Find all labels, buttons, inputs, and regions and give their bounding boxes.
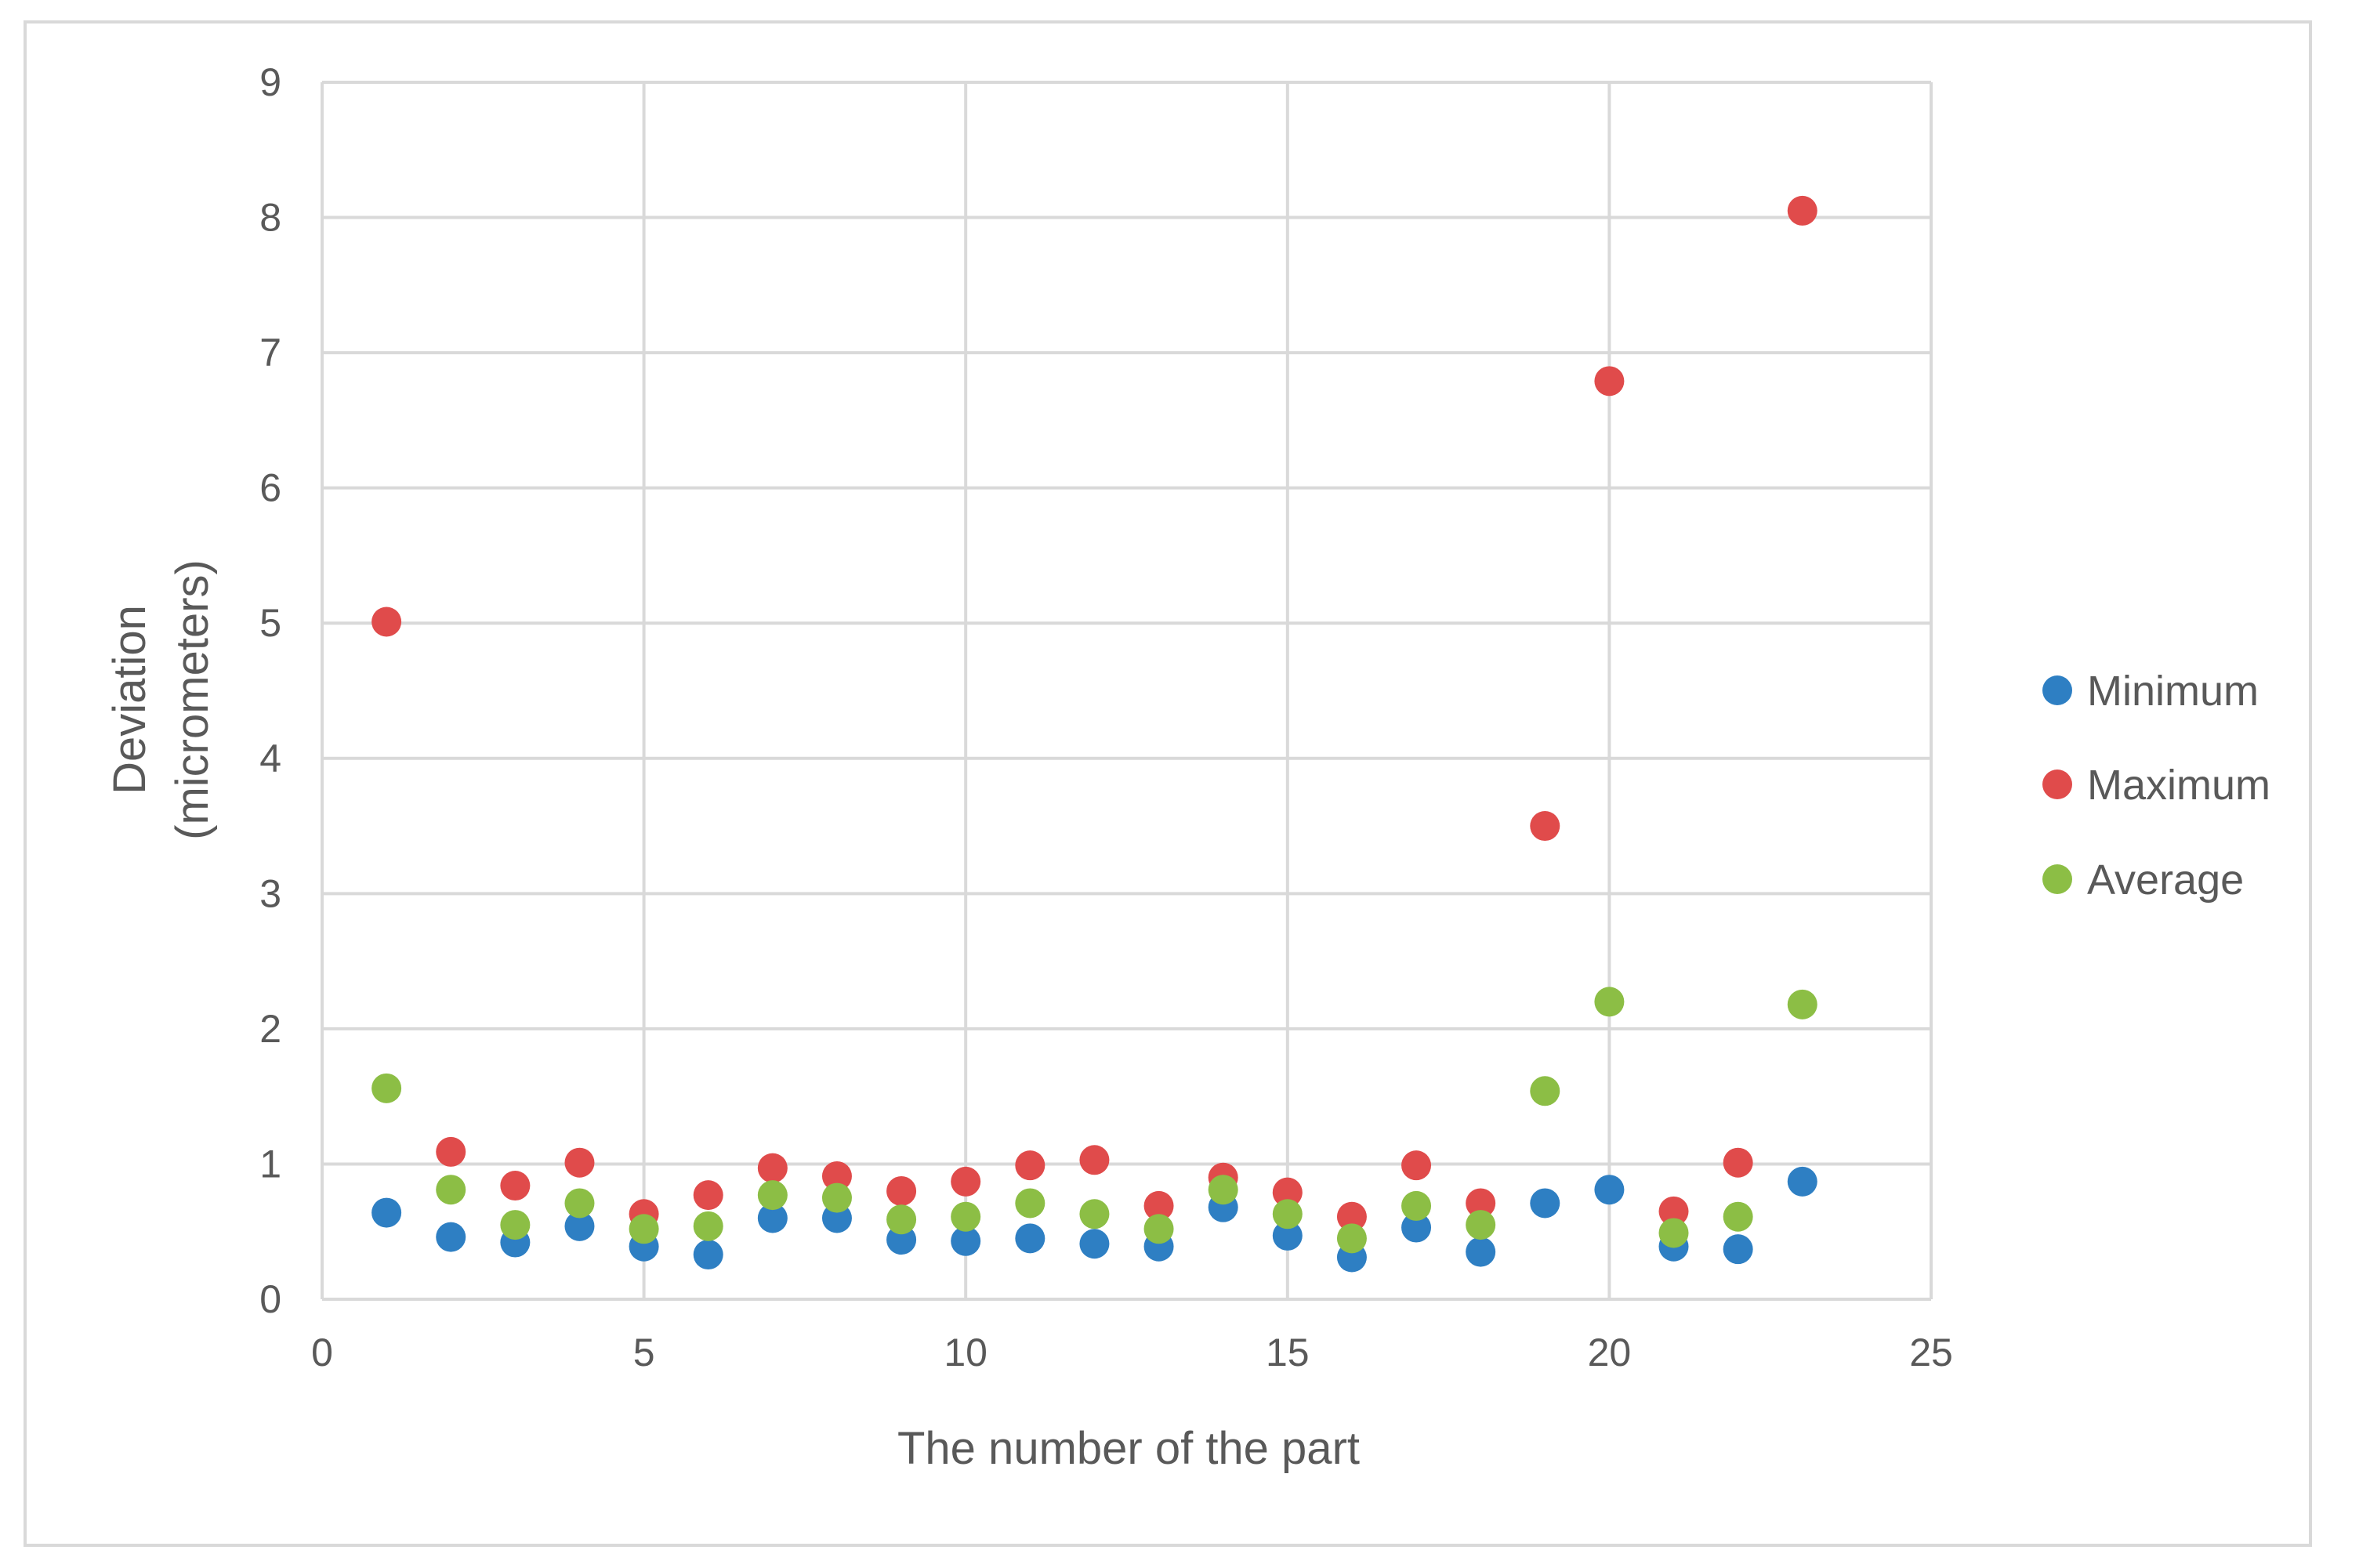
- point-minimum: [1272, 1220, 1303, 1251]
- y-tick-label: 2: [259, 1007, 281, 1051]
- point-maximum: [1594, 366, 1625, 397]
- point-minimum: [1015, 1223, 1045, 1254]
- point-maximum: [1723, 1147, 1753, 1178]
- point-maximum: [371, 607, 402, 637]
- point-minimum: [1079, 1229, 1110, 1259]
- y-tick-label: 1: [259, 1142, 281, 1186]
- y-tick-label: 8: [259, 196, 281, 240]
- point-minimum: [1723, 1234, 1753, 1265]
- legend-marker-minimum: [2042, 675, 2072, 705]
- y-axis-title-line-1: Deviation: [104, 605, 155, 795]
- point-average: [1079, 1199, 1110, 1229]
- point-maximum: [1015, 1150, 1045, 1181]
- legend-item-maximum: Maximum: [2042, 762, 2270, 809]
- point-average: [1723, 1201, 1753, 1232]
- point-maximum: [1336, 1201, 1367, 1232]
- legend-label-average: Average: [2087, 856, 2244, 904]
- point-maximum: [1466, 1188, 1496, 1219]
- point-maximum: [1401, 1150, 1432, 1181]
- point-minimum: [1466, 1237, 1496, 1267]
- point-average: [1594, 987, 1625, 1017]
- legend-marker-maximum: [2042, 770, 2072, 799]
- point-average: [371, 1073, 402, 1103]
- point-average: [821, 1182, 852, 1213]
- point-average: [1401, 1190, 1432, 1221]
- point-average: [1466, 1210, 1496, 1240]
- point-maximum: [951, 1166, 981, 1197]
- point-minimum: [564, 1211, 595, 1241]
- point-average: [1208, 1175, 1238, 1205]
- point-maximum: [564, 1147, 595, 1178]
- point-average: [1530, 1076, 1560, 1106]
- legend-label-maximum: Maximum: [2087, 762, 2270, 809]
- point-average: [1336, 1223, 1367, 1254]
- point-maximum: [1272, 1177, 1303, 1208]
- point-maximum: [693, 1180, 723, 1211]
- point-maximum: [500, 1171, 531, 1201]
- point-maximum: [1658, 1196, 1689, 1226]
- y-tick-label: 5: [259, 601, 281, 645]
- point-minimum: [951, 1226, 981, 1256]
- point-maximum: [1079, 1145, 1110, 1175]
- y-tick-label: 3: [259, 871, 281, 915]
- point-minimum: [1530, 1188, 1560, 1219]
- point-minimum: [757, 1203, 788, 1233]
- tick-labels: 0 1 2 3 4 5 6 7 8 9 0 5 10 15 20 25: [259, 60, 1953, 1374]
- legend-item-minimum: Minimum: [2042, 668, 2259, 715]
- point-minimum: [1594, 1175, 1625, 1205]
- y-tick-label: 9: [259, 60, 281, 104]
- y-tick-label: 7: [259, 331, 281, 375]
- point-maximum: [757, 1153, 788, 1183]
- point-average: [951, 1201, 981, 1232]
- gridlines: [321, 81, 1933, 1301]
- point-minimum: [436, 1222, 466, 1252]
- x-tick-label: 20: [1588, 1331, 1632, 1374]
- point-minimum: [1787, 1166, 1817, 1197]
- data-points: [371, 195, 1817, 1273]
- point-average: [564, 1188, 595, 1219]
- point-average: [436, 1175, 466, 1205]
- point-maximum: [436, 1136, 466, 1167]
- x-tick-label: 15: [1266, 1331, 1310, 1374]
- point-maximum: [886, 1175, 917, 1206]
- y-tick-label: 4: [259, 737, 281, 780]
- y-axis-title: Deviation (micrometers): [104, 559, 218, 840]
- point-minimum: [371, 1197, 402, 1228]
- point-average: [1658, 1218, 1689, 1248]
- legend-item-average: Average: [2042, 856, 2244, 904]
- x-tick-label: 10: [944, 1331, 988, 1374]
- point-maximum: [1530, 811, 1560, 842]
- point-maximum: [1143, 1190, 1174, 1221]
- point-average: [1015, 1188, 1045, 1219]
- y-axis-title-line-2: (micrometers): [167, 559, 218, 840]
- legend: Minimum Maximum Average: [2042, 668, 2270, 904]
- x-tick-label: 5: [633, 1331, 655, 1374]
- legend-marker-average: [2042, 864, 2072, 894]
- legend-label-minimum: Minimum: [2087, 668, 2259, 715]
- x-axis-title: The number of the part: [897, 1423, 1360, 1474]
- point-average: [500, 1210, 531, 1240]
- y-tick-label: 0: [259, 1277, 281, 1321]
- point-average: [629, 1214, 659, 1244]
- point-minimum: [693, 1240, 723, 1270]
- point-average: [693, 1211, 723, 1241]
- point-maximum: [821, 1161, 852, 1191]
- x-tick-label: 25: [1909, 1331, 1953, 1374]
- point-average: [886, 1204, 917, 1235]
- x-tick-label: 0: [311, 1331, 333, 1374]
- point-average: [1143, 1214, 1174, 1244]
- point-minimum: [1401, 1212, 1432, 1243]
- point-average: [1272, 1199, 1303, 1229]
- point-average: [757, 1180, 788, 1211]
- y-tick-label: 6: [259, 466, 281, 510]
- point-average: [1787, 989, 1817, 1019]
- point-maximum: [1787, 195, 1817, 226]
